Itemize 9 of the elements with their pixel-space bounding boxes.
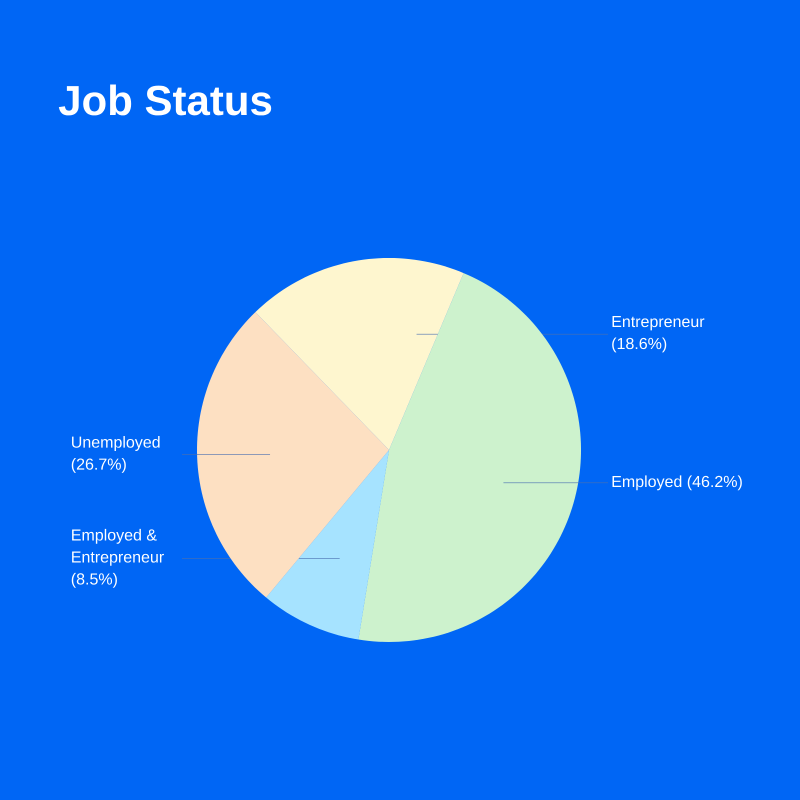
data-label: (8.5%) <box>72 572 117 588</box>
data-label: (26.7%) <box>72 458 126 473</box>
slice-label: Employed & Entrepreneur <box>72 528 164 566</box>
chart-title: Job Status <box>58 84 272 116</box>
slice-label: Unemployed <box>72 436 160 451</box>
data-label: (18.6%) <box>612 337 666 352</box>
slice-label: Entrepreneur <box>612 316 704 330</box>
slice-label: Employed <box>612 475 682 490</box>
data-label: (46.2%) <box>688 475 742 490</box>
